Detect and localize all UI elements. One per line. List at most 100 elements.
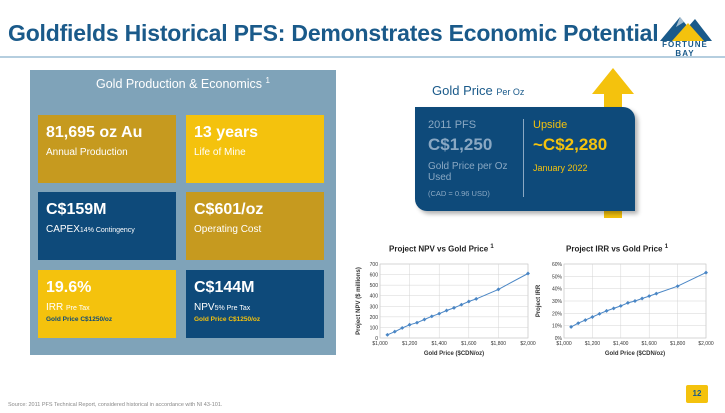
gold-production-panel: Gold Production & Economics 1 81,695 oz … bbox=[30, 70, 336, 355]
y-tick-label: 0% bbox=[555, 336, 563, 342]
data-point bbox=[466, 299, 471, 304]
logo-line1: FORTUNE bbox=[662, 40, 708, 49]
x-tick-label: $1,600 bbox=[461, 341, 477, 347]
tile-label: Annual Production bbox=[46, 147, 128, 158]
x-tick-label: $1,800 bbox=[670, 341, 686, 347]
capex-tile: C$159M CAPEX14% Contingency bbox=[38, 192, 176, 260]
data-point bbox=[385, 332, 390, 337]
gold-price-label-sub: Per Oz bbox=[496, 87, 525, 97]
upside-date: January 2022 bbox=[533, 163, 588, 173]
data-point bbox=[611, 306, 616, 311]
irr-chart-title-footnote: 1 bbox=[664, 244, 669, 250]
y-tick-label: 40% bbox=[552, 287, 563, 293]
operating-cost-tile: C$601/oz Operating Cost bbox=[186, 192, 324, 260]
x-tick-label: $1,400 bbox=[613, 341, 629, 347]
x-tick-label: $1,800 bbox=[491, 341, 507, 347]
gold-price-box: 2011 PFS C$1,250 Gold Price per Oz Used … bbox=[415, 107, 635, 211]
tile-label-sub: Pre Tax bbox=[66, 305, 90, 312]
tile-value: 19.6% bbox=[46, 279, 92, 296]
panel-title-text: Gold Production & Economics bbox=[96, 77, 263, 92]
irr-chart-title: Project IRR vs Gold Price 1 bbox=[566, 244, 668, 254]
data-point bbox=[459, 302, 464, 307]
y-tick-label: 300 bbox=[370, 304, 379, 310]
x-tick-label: $2,000 bbox=[520, 341, 536, 347]
panel-title: Gold Production & Economics 1 bbox=[30, 76, 336, 91]
irr-tile: 19.6% IRR Pre Tax Gold Price C$1250/oz bbox=[38, 270, 176, 338]
y-tick-label: 0 bbox=[375, 336, 378, 342]
page-number: 12 bbox=[686, 385, 708, 403]
gold-price-label-main: Gold Price bbox=[432, 83, 493, 98]
data-point bbox=[392, 329, 397, 334]
x-tick-label: $1,000 bbox=[556, 341, 572, 347]
tile-label-main: CAPEX bbox=[46, 224, 80, 235]
tile-value: C$601/oz bbox=[194, 201, 264, 218]
upside-value: ~C$2,280 bbox=[533, 135, 608, 154]
tile-label: CAPEX14% Contingency bbox=[46, 224, 168, 235]
tile-label-main: NPV bbox=[194, 302, 215, 313]
y-tick-label: 500 bbox=[370, 283, 379, 289]
x-tick-label: $1,200 bbox=[402, 341, 418, 347]
y-axis-label: Project IRR bbox=[536, 284, 542, 317]
npv-chart: 0 100 200 300 400 500 600 700 $1,000 $1,200 $1,400… bbox=[356, 262, 536, 357]
y-tick-label: 50% bbox=[552, 274, 563, 280]
x-axis-label: Gold Price ($CDN/oz) bbox=[424, 351, 484, 357]
y-tick-label: 10% bbox=[552, 324, 563, 330]
gold-price-divider bbox=[523, 119, 524, 197]
pfs-column: 2011 PFS C$1,250 Gold Price per Oz Used … bbox=[428, 119, 518, 198]
tile-value: 13 years bbox=[194, 124, 259, 141]
pfs-desc: Gold Price per Oz Used bbox=[428, 161, 508, 183]
data-point bbox=[400, 325, 405, 330]
tile-value: C$159M bbox=[46, 201, 107, 218]
logo-text: FORTUNE BAY bbox=[657, 40, 713, 58]
footnote: Source: 2011 PFS Technical Report, consi… bbox=[8, 402, 223, 408]
title-rule bbox=[0, 56, 725, 58]
x-tick-label: $1,200 bbox=[585, 341, 601, 347]
life-of-mine-tile: 13 years Life of Mine bbox=[186, 115, 324, 183]
y-tick-label: 200 bbox=[370, 315, 379, 321]
pfs-header: 2011 PFS bbox=[428, 119, 477, 131]
logo-line2: BAY bbox=[675, 49, 695, 58]
data-point bbox=[437, 311, 442, 316]
y-axis-label: Project NPV ($ millions) bbox=[356, 267, 362, 335]
npv-chart-title-footnote: 1 bbox=[490, 244, 494, 250]
data-point bbox=[415, 320, 419, 325]
tile-label: Life of Mine bbox=[194, 147, 246, 158]
tile-note: Gold Price C$1250/oz bbox=[46, 316, 113, 323]
annual-production-tile: 81,695 oz Au Annual Production bbox=[38, 115, 176, 183]
x-axis-label: Gold Price ($CDN/oz) bbox=[605, 351, 665, 357]
data-point bbox=[526, 271, 530, 276]
gold-price-label: Gold Price Per Oz bbox=[432, 83, 524, 98]
data-point bbox=[704, 270, 708, 275]
slide-title: Goldfields Historical PFS: Demonstrates … bbox=[8, 20, 659, 46]
plot-area bbox=[379, 263, 529, 339]
x-tick-label: $2,000 bbox=[698, 341, 714, 347]
pfs-note: (CAD = 0.96 USD) bbox=[428, 189, 490, 198]
upside-column: Upside ~C$2,280 January 2022 bbox=[533, 119, 633, 173]
data-point bbox=[633, 299, 637, 303]
irr-chart: 0% 10% 20% 30% 40% 50% 60% $1,000 $1,200 $1,400 $1… bbox=[536, 262, 714, 357]
y-tick-label: 400 bbox=[370, 294, 379, 300]
tile-note: Gold Price C$1250/oz bbox=[194, 316, 261, 323]
x-tick-label: $1,400 bbox=[432, 341, 448, 347]
tile-label-sub: 5% Pre Tax bbox=[214, 305, 251, 312]
tile-label-sub: 14% Contingency bbox=[79, 227, 135, 234]
tile-label-main: IRR bbox=[46, 302, 64, 313]
upside-header: Upside bbox=[533, 119, 568, 131]
y-tick-label: 600 bbox=[370, 273, 379, 279]
npv-chart-title-text: Project NPV vs Gold Price bbox=[389, 244, 489, 254]
npv-tile: C$144M NPV5% Pre Tax Gold Price C$1250/o… bbox=[186, 270, 324, 338]
irr-chart-title-text: Project IRR vs Gold Price bbox=[566, 244, 663, 254]
tile-value: C$144M bbox=[194, 279, 255, 296]
panel-title-footnote: 1 bbox=[265, 76, 270, 85]
y-tick-label: 60% bbox=[552, 262, 563, 268]
y-tick-label: 100 bbox=[370, 325, 379, 331]
tile-label: IRR Pre Tax bbox=[46, 302, 168, 313]
y-tick-label: 700 bbox=[370, 262, 379, 268]
tile-label: NPV5% Pre Tax bbox=[194, 302, 316, 313]
fortune-bay-logo-icon bbox=[660, 17, 712, 41]
x-tick-label: $1,000 bbox=[372, 341, 388, 347]
y-tick-label: 20% bbox=[552, 311, 563, 317]
data-point bbox=[429, 314, 434, 319]
x-tick-label: $1,600 bbox=[642, 341, 658, 347]
tile-value: 81,695 oz Au bbox=[46, 124, 143, 141]
